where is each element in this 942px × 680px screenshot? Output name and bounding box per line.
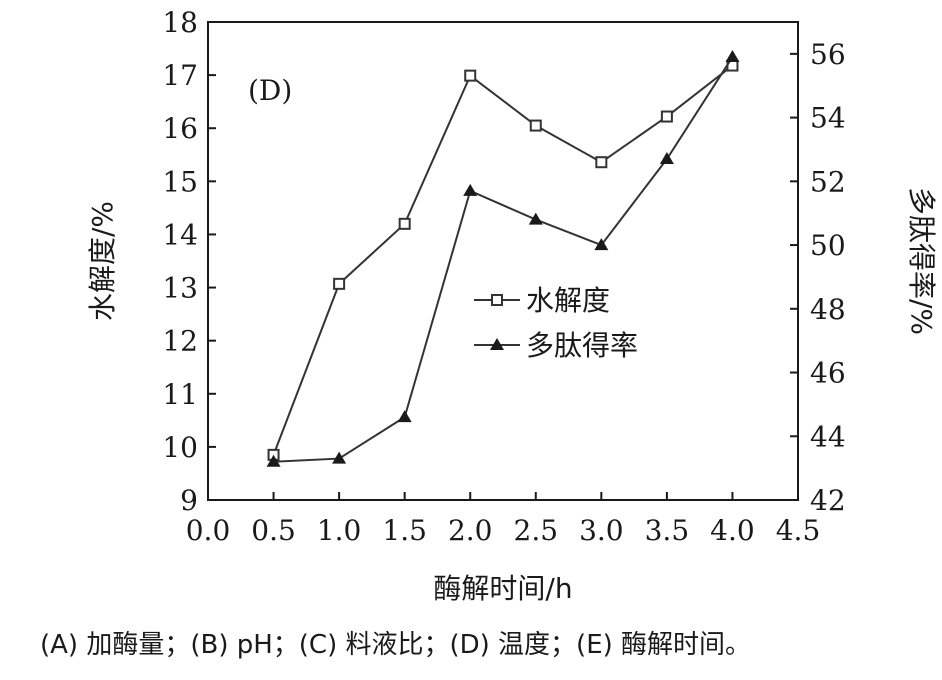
- series-layer: [266, 50, 740, 467]
- y-right-tick-label: 56: [810, 38, 846, 71]
- y-right-tick-label: 46: [810, 357, 846, 390]
- data-point-square: [529, 119, 542, 132]
- legend-label-hydrolysis: 水解度: [526, 284, 610, 317]
- y-axis-right-label: 多肽得率/%: [905, 187, 938, 335]
- data-point-triangle: [332, 451, 347, 464]
- x-tick-label: 3.0: [579, 514, 624, 547]
- y-left-tick-label: 9: [180, 484, 198, 517]
- x-axis: 0.0 0.5 1.0 1.5 2.0 2.5 3.0 3.5 4.0 4.5: [186, 492, 821, 547]
- x-tick-label: 0.5: [251, 514, 296, 547]
- x-tick-label: 4.5: [776, 514, 821, 547]
- data-point-triangle: [725, 50, 740, 63]
- y-right-tick-label: 54: [810, 102, 846, 135]
- x-axis-label: 酶解时间/h: [433, 572, 572, 605]
- data-point-square: [464, 69, 477, 82]
- x-tick-label: 2.5: [514, 514, 559, 547]
- y-left-tick-label: 10: [162, 431, 198, 464]
- series-line-peptide-yield: [273, 56, 734, 463]
- data-point-square: [660, 110, 673, 123]
- x-tick-label: 2.0: [448, 514, 493, 547]
- data-point-triangle: [397, 410, 412, 423]
- y-right-tick-label: 50: [810, 229, 846, 262]
- panel-label: (D): [248, 74, 292, 107]
- plot-frame: [207, 21, 799, 501]
- legend-marker-square: [491, 294, 503, 306]
- data-point-triangle: [463, 183, 478, 196]
- x-tick-label: 0.0: [186, 514, 231, 547]
- y-left-tick-label: 18: [162, 6, 198, 39]
- y-left-tick-label: 12: [162, 325, 198, 358]
- y-left-tick-label: 15: [162, 165, 198, 198]
- y-right-tick-label: 42: [810, 484, 846, 517]
- y-axis-left-label: 水解度/%: [86, 201, 119, 321]
- data-point-triangle: [528, 212, 543, 225]
- data-point-square: [595, 156, 608, 169]
- x-tick-label: 3.5: [645, 514, 690, 547]
- legend-marker-triangle: [490, 338, 504, 350]
- legend: 水解度 多肽得率: [474, 284, 638, 362]
- data-point-triangle: [594, 238, 609, 251]
- data-point-triangle: [659, 152, 674, 165]
- x-tick-label: 4.0: [710, 514, 755, 547]
- data-point-square: [333, 277, 346, 290]
- legend-item-peptide-yield: 多肽得率: [474, 329, 638, 362]
- line-chart: 0.0 0.5 1.0 1.5 2.0 2.5 3.0 3.5 4.0 4.5 9 10 11 12 13…: [86, 6, 938, 605]
- y-left-tick-label: 16: [162, 112, 198, 145]
- x-tick-label: 1.5: [382, 514, 427, 547]
- y-left-tick-label: 17: [162, 59, 198, 92]
- y-axis-left: 9 10 11 12 13 14 15 16 17 18: [162, 6, 216, 517]
- data-point-triangle: [266, 454, 281, 467]
- y-left-tick-label: 14: [162, 218, 198, 251]
- data-point-square: [398, 217, 411, 230]
- y-right-tick-label: 44: [810, 420, 846, 453]
- figure-caption: (A) 加酶量；(B) pH；(C) 料液比；(D) 温度；(E) 酶解时间。: [40, 630, 752, 660]
- x-tick-label: 1.0: [317, 514, 362, 547]
- y-left-tick-label: 13: [162, 272, 198, 305]
- series-line-hydrolysis: [272, 64, 734, 456]
- y-left-tick-label: 11: [162, 378, 198, 411]
- y-right-tick-label: 52: [810, 165, 846, 198]
- legend-item-hydrolysis: 水解度: [474, 284, 610, 317]
- y-right-tick-label: 48: [810, 293, 846, 326]
- y-axis-right: 42 44 46 48 50 52 54 56: [790, 38, 846, 517]
- legend-label-peptide-yield: 多肽得率: [526, 329, 638, 362]
